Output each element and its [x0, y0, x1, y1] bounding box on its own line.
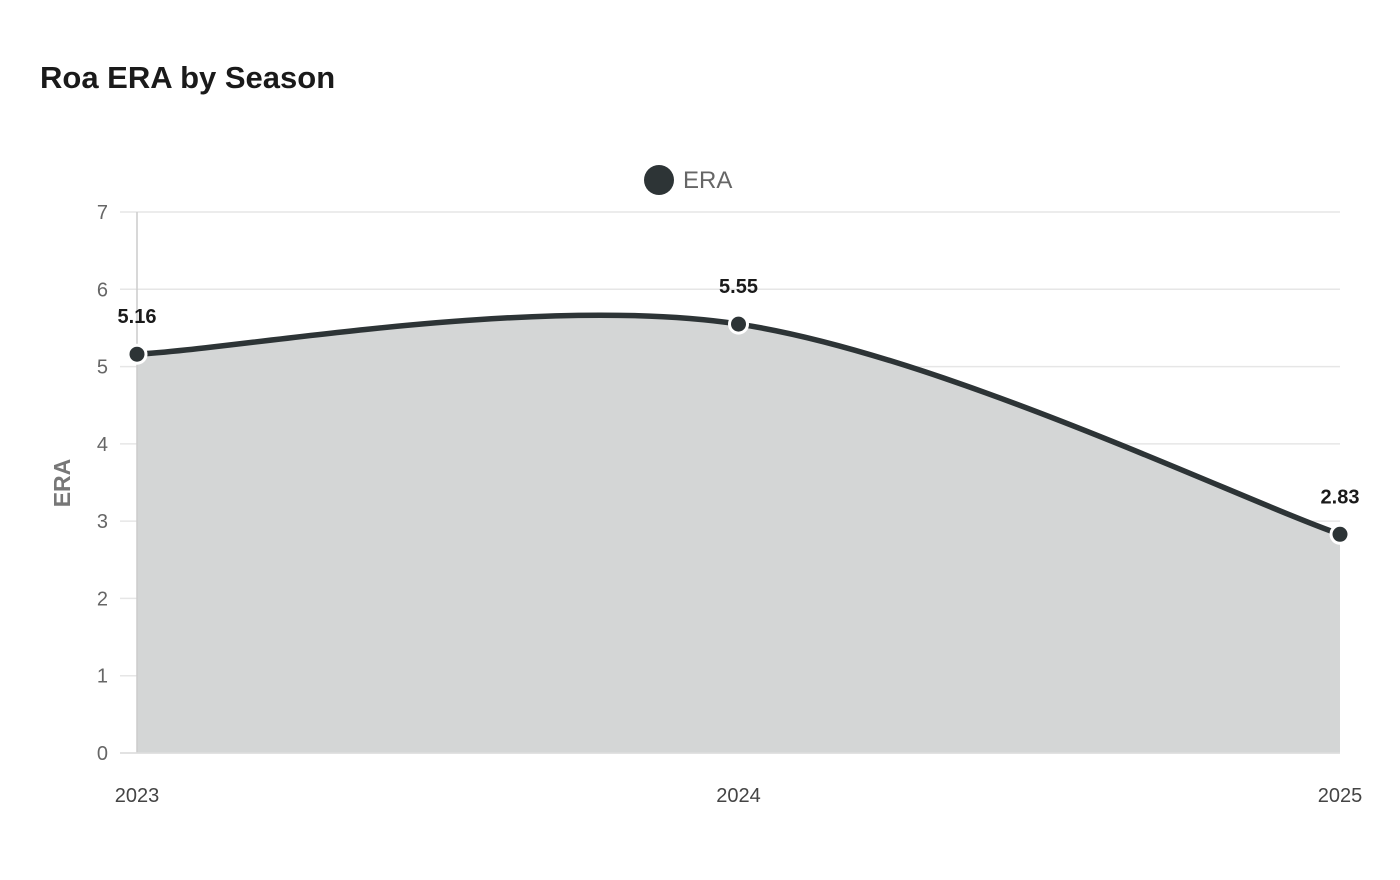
x-axis-ticks: 2023 2024 2025	[115, 785, 1363, 807]
data-label: 2.83	[1321, 486, 1360, 508]
x-tick-label: 2025	[1318, 785, 1363, 807]
legend-label: ERA	[683, 167, 732, 194]
y-axis-label: ERA	[49, 459, 75, 508]
y-tick-label: 1	[97, 666, 108, 688]
y-tick-label: 6	[97, 279, 108, 301]
y-tick-label: 4	[97, 434, 108, 456]
x-tick-label: 2024	[716, 785, 761, 807]
data-points: 5.16 5.55 2.83	[118, 276, 1360, 545]
y-tick-label: 0	[97, 743, 108, 765]
data-point[interactable]	[126, 343, 148, 365]
y-tick-label: 3	[97, 511, 108, 533]
chart-title: Roa ERA by Season	[40, 60, 336, 95]
data-label: 5.16	[118, 306, 157, 328]
era-area-fill	[137, 315, 1340, 753]
data-label: 5.55	[719, 276, 758, 298]
data-point[interactable]	[1329, 523, 1351, 545]
legend-marker-icon	[644, 165, 674, 195]
data-point[interactable]	[728, 313, 749, 335]
x-tick-label: 2023	[115, 785, 160, 807]
y-tick-label: 7	[97, 202, 108, 224]
legend[interactable]: ERA	[644, 165, 732, 195]
y-axis-ticks: 0 1 2 3 4 5 6 7	[97, 202, 108, 765]
y-tick-label: 5	[97, 357, 108, 379]
y-tick-label: 2	[97, 588, 108, 610]
